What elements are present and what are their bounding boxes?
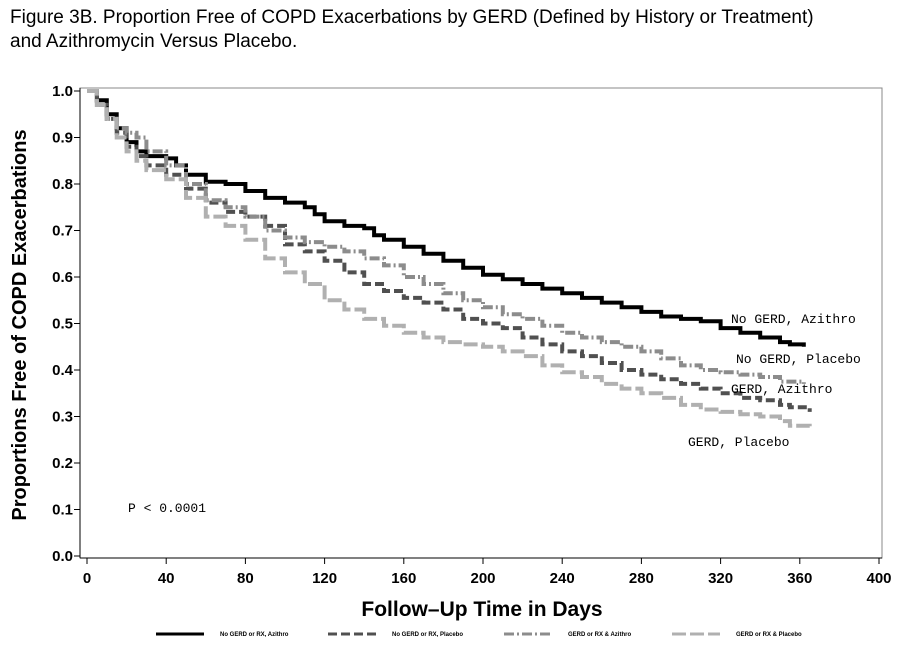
series-line-1 bbox=[87, 89, 806, 347]
series-line-3 bbox=[87, 89, 806, 384]
series-end-label-1: No GERD, Azithro bbox=[731, 312, 856, 327]
y-axis-title: Proportions Free of COPD Exacerbations bbox=[9, 129, 31, 520]
legend-label-3: GERD or RX & Azithro bbox=[568, 632, 631, 638]
y-axis-ticks: 0.0 0.1 0.2 0.3 0.4 0.5 0.6 0.7 0.8 0.9 1.0 bbox=[52, 83, 80, 565]
y-tick-label: 0.6 bbox=[52, 269, 73, 286]
x-tick-label: 200 bbox=[470, 570, 495, 587]
y-tick-label: 0.0 bbox=[52, 548, 73, 565]
x-tick-label: 360 bbox=[787, 570, 812, 587]
y-tick-label: 0.5 bbox=[52, 316, 73, 333]
y-tick-label: 0.3 bbox=[52, 409, 73, 426]
x-tick-label: 160 bbox=[391, 570, 416, 587]
y-tick-label: 0.9 bbox=[52, 130, 73, 147]
figure-title: Figure 3B. Proportion Free of COPD Exace… bbox=[10, 6, 890, 54]
series-end-label-4: GERD, Placebo bbox=[688, 435, 789, 450]
x-axis-title: Follow–Up Time in Days bbox=[361, 598, 602, 621]
x-axis-ticks: 0 40 80 120 160 200 240 280 320 360 400 bbox=[83, 558, 892, 587]
x-tick-label: 240 bbox=[550, 570, 575, 587]
x-tick-label: 400 bbox=[866, 570, 891, 587]
legend-label-1: No GERD or RX, Azithro bbox=[220, 632, 289, 638]
figure-title-line-2: and Azithromycin Versus Placebo. bbox=[10, 31, 298, 52]
series-end-label-3: GERD, Azithro bbox=[731, 382, 832, 397]
p-value-annotation: P < 0.0001 bbox=[128, 501, 206, 516]
x-tick-label: 40 bbox=[158, 570, 175, 587]
legend: No GERD or RX, Azithro No GERD or RX, Pla… bbox=[156, 632, 802, 638]
y-tick-label: 0.7 bbox=[52, 223, 73, 240]
x-tick-label: 320 bbox=[708, 570, 733, 587]
y-tick-label: 0.8 bbox=[52, 176, 73, 193]
series-lines bbox=[87, 89, 812, 429]
x-tick-label: 0 bbox=[83, 570, 91, 587]
x-tick-label: 280 bbox=[629, 570, 654, 587]
y-tick-label: 1.0 bbox=[52, 83, 73, 100]
y-tick-label: 0.4 bbox=[52, 362, 74, 379]
series-line-2 bbox=[87, 89, 812, 412]
series-line-4 bbox=[87, 89, 812, 429]
y-tick-label: 0.2 bbox=[52, 455, 73, 472]
x-tick-label: 80 bbox=[237, 570, 254, 587]
legend-label-4: GERD or RX & Placebo bbox=[736, 632, 802, 638]
legend-label-2: No GERD or RX, Placebo bbox=[392, 632, 463, 638]
x-tick-label: 120 bbox=[312, 570, 337, 587]
series-end-labels: No GERD, Azithro No GERD, Placebo GERD, Az… bbox=[688, 312, 861, 450]
figure-title-line-1: Figure 3B. Proportion Free of COPD Exace… bbox=[10, 7, 814, 28]
series-end-label-2: No GERD, Placebo bbox=[736, 352, 861, 367]
y-tick-label: 0.1 bbox=[52, 502, 73, 519]
